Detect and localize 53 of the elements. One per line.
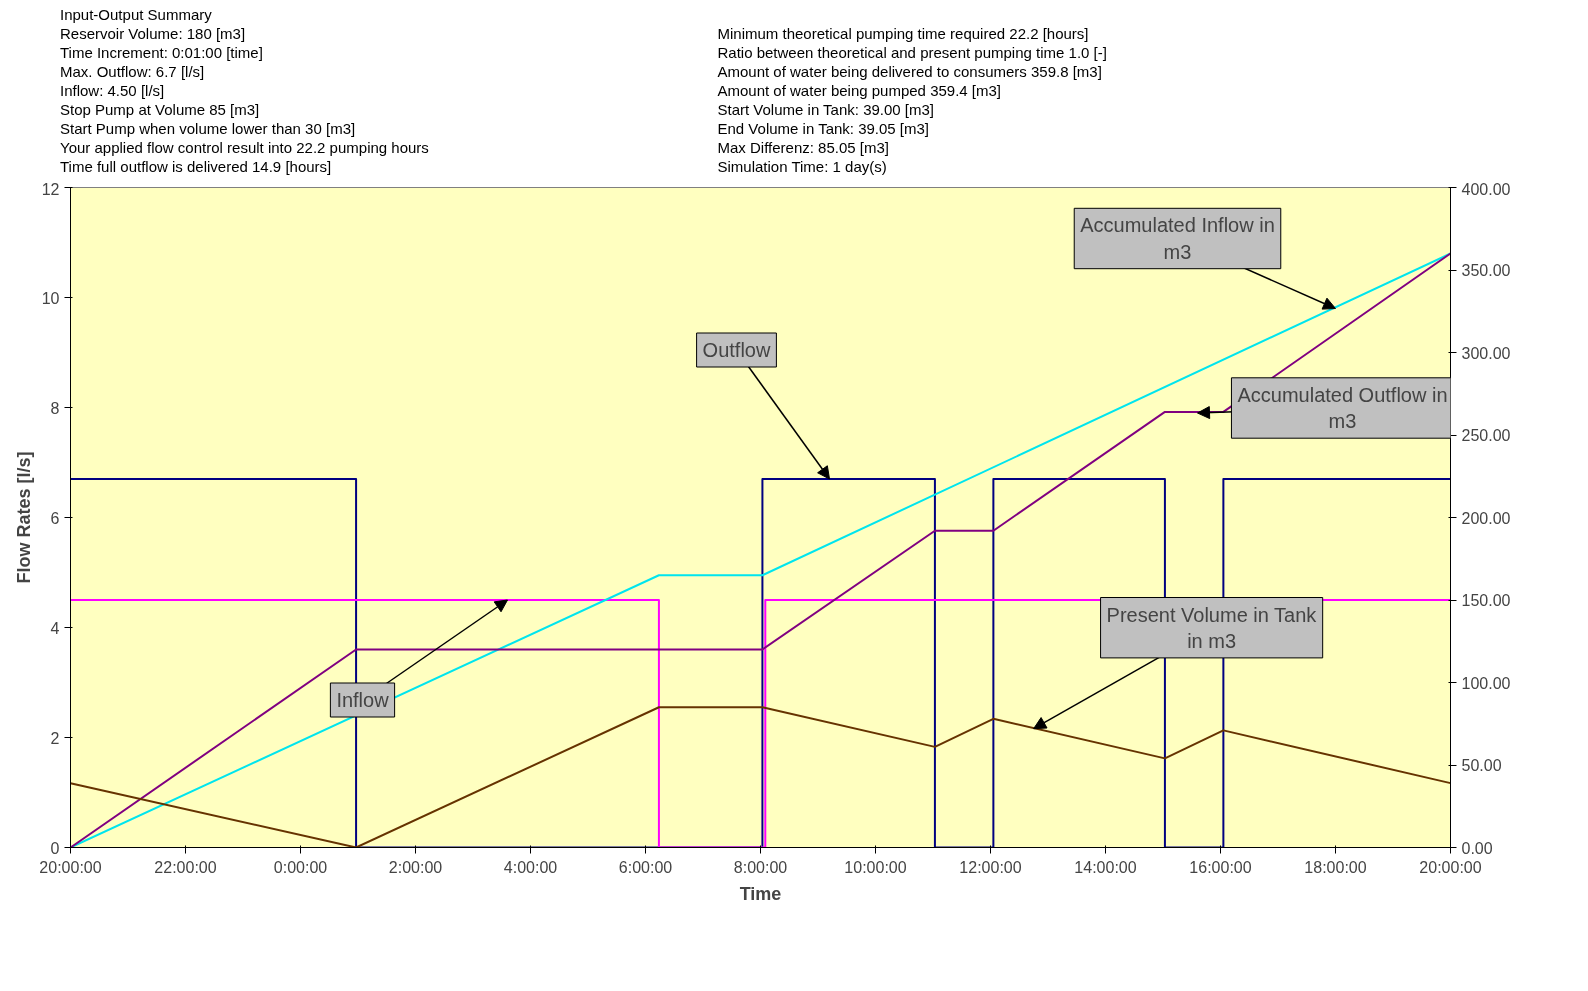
x-tick-label: 8:00:00	[733, 858, 788, 876]
y2-tick-label: 150.00	[1461, 592, 1511, 610]
annotation: Present Volume in Tank in m3	[1106, 603, 1318, 653]
text: Reservoir Volume: 180 [m3]	[60, 24, 247, 43]
y-tick-label: 4	[50, 619, 60, 637]
y2-tick-label: 0.00	[1461, 839, 1493, 857]
x-axis-title: Time	[739, 883, 782, 904]
y2-tick-label: 400.00	[1461, 180, 1511, 198]
x-tick-label: 20:00:00	[39, 858, 102, 876]
y2-tick-label: 300.00	[1461, 344, 1511, 362]
text: Amount of water being pumped 359.4 [m3]	[717, 81, 1002, 100]
text: Max Differenz: 85.05 [m3]	[717, 138, 890, 157]
text: Start Pump when volume lower than 30 [m3]	[60, 119, 357, 138]
y-tick-label: 8	[50, 399, 60, 417]
y2-tick-label: 200.00	[1461, 509, 1511, 527]
text: End Volume in Tank: 39.05 [m3]	[717, 119, 931, 138]
text: Inflow: 4.50 [l/s]	[60, 81, 166, 100]
x-tick-label: 14:00:00	[1074, 858, 1137, 876]
y-axis-title: Flow Rates [l/s]	[13, 451, 34, 584]
text: Amount of water being delivered to consumers 359.8 [m3]	[717, 62, 1103, 81]
y-tick-label: 10	[41, 289, 60, 307]
text: Minimum theoretical pumping time required 22.2 [hours]	[717, 24, 1090, 43]
y-tick-label: 0	[50, 839, 60, 857]
text: Ratio between theoretical and present pumping time 1.0 [-]	[717, 43, 1108, 62]
annotation: Outflow	[702, 339, 771, 362]
x-tick-label: 20:00:00	[1419, 858, 1482, 876]
annotation: Inflow	[336, 689, 390, 712]
x-tick-label: 22:00:00	[154, 858, 217, 876]
text: Your applied flow control result into 22.2 pumping hours	[60, 138, 430, 157]
y2-tick-label: 350.00	[1461, 262, 1511, 280]
x-tick-label: 16:00:00	[1189, 858, 1252, 876]
y-tick-label: 2	[50, 729, 60, 747]
x-tick-label: 4:00:00	[503, 858, 558, 876]
x-tick-label: 12:00:00	[959, 858, 1022, 876]
chart-title: Input-Output Summary	[60, 5, 213, 24]
text: Simulation Time: 1 day(s)	[717, 157, 888, 176]
y-tick-label: 6	[50, 509, 60, 527]
text: Max. Outflow: 6.7 [l/s]	[60, 62, 206, 81]
x-tick-label: 18:00:00	[1304, 858, 1367, 876]
text: Time Increment: 0:01:00 [time]	[60, 43, 264, 62]
text: Time full outflow is delivered 14.9 [hours]	[60, 157, 333, 176]
x-tick-label: 2:00:00	[388, 858, 443, 876]
annotation: Accumulated Inflow in m3	[1080, 214, 1275, 263]
y2-tick-label: 100.00	[1461, 674, 1511, 692]
x-tick-label: 0:00:00	[273, 858, 328, 876]
x-tick-label: 10:00:00	[844, 858, 907, 876]
y-tick-label: 12	[41, 180, 60, 198]
y2-tick-label: 250.00	[1461, 427, 1511, 445]
y2-tick-label: 50.00	[1461, 757, 1502, 775]
x-tick-label: 6:00:00	[618, 858, 673, 876]
text: Stop Pump at Volume 85 [m3]	[60, 100, 261, 119]
text: Start Volume in Tank: 39.00 [m3]	[717, 100, 935, 119]
annotation: Accumulated Outflow in m3	[1237, 383, 1448, 433]
